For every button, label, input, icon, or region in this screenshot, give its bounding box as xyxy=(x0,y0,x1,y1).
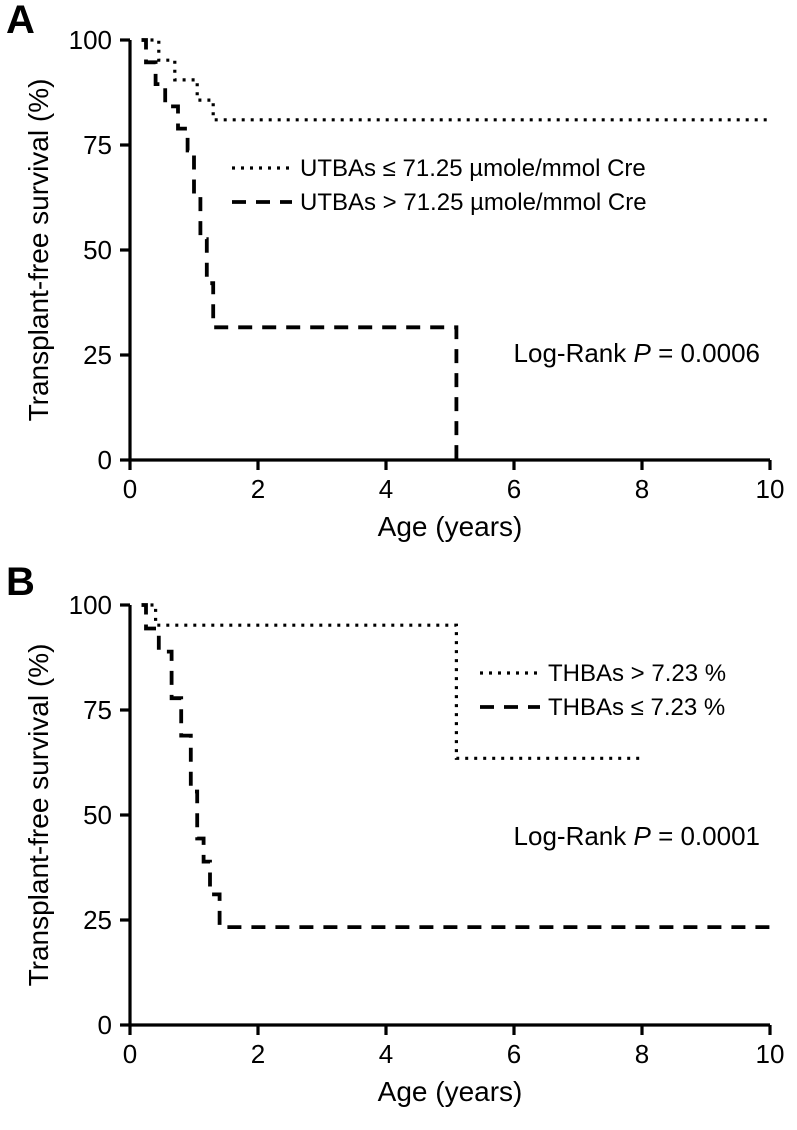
legend-a-1: UTBAs > 71.25 µmole/mmol Cre xyxy=(300,189,647,216)
xtick-8: 8 xyxy=(635,474,649,504)
ytick-25: 25 xyxy=(83,905,112,935)
xtick-6: 6 xyxy=(507,474,521,504)
ytick-25: 25 xyxy=(83,340,112,370)
panel-a: 0 25 50 75 100 0 2 4 xyxy=(0,0,797,560)
panel-a-svg: 0 25 50 75 100 0 2 4 xyxy=(0,0,797,560)
panel-a-y-ticks: 0 25 50 75 100 xyxy=(69,25,130,475)
panel-b: 0 25 50 75 100 0 2 4 xyxy=(0,565,797,1125)
xtick-10: 10 xyxy=(756,474,785,504)
xtick-2: 2 xyxy=(251,474,265,504)
panel-b-y-ticks: 0 25 50 75 100 xyxy=(69,590,130,1040)
xtick-0: 0 xyxy=(123,1039,137,1069)
ytick-0: 0 xyxy=(98,1010,112,1040)
xtick-4: 4 xyxy=(379,1039,393,1069)
xtick-0: 0 xyxy=(123,474,137,504)
legend-b-0: THBAs > 7.23 % xyxy=(548,660,726,687)
panel-a-ylabel: Transplant-free survival (%) xyxy=(23,79,54,422)
panel-b-series-thba-low xyxy=(142,605,771,927)
ytick-75: 75 xyxy=(83,695,112,725)
panel-b-xlabel: Age (years) xyxy=(378,1076,523,1107)
legend-b-1: THBAs ≤ 7.23 % xyxy=(548,694,725,721)
xtick-10: 10 xyxy=(756,1039,785,1069)
panel-a-series-utbas-low xyxy=(142,40,771,120)
xtick-8: 8 xyxy=(635,1039,649,1069)
figure-page: A 0 25 50 75 100 xyxy=(0,0,797,1128)
xtick-2: 2 xyxy=(251,1039,265,1069)
panel-a-plot-area: 0 25 50 75 100 0 2 4 xyxy=(23,25,784,542)
ytick-100: 100 xyxy=(69,25,112,55)
panel-a-annotation: Log-Rank P = 0.0006 xyxy=(514,338,760,368)
legend-a-0: UTBAs ≤ 71.25 µmole/mmol Cre xyxy=(300,155,646,182)
panel-b-ylabel: Transplant-free survival (%) xyxy=(23,644,54,987)
ytick-0: 0 xyxy=(98,445,112,475)
panel-a-x-ticks: 0 2 4 6 8 10 xyxy=(123,460,785,504)
panel-a-xlabel: Age (years) xyxy=(378,511,523,542)
panel-b-svg: 0 25 50 75 100 0 2 4 xyxy=(0,565,797,1125)
ytick-50: 50 xyxy=(83,800,112,830)
panel-b-plot-area: 0 25 50 75 100 0 2 4 xyxy=(23,590,784,1107)
ytick-100: 100 xyxy=(69,590,112,620)
panel-b-x-ticks: 0 2 4 6 8 10 xyxy=(123,1025,785,1069)
xtick-4: 4 xyxy=(379,474,393,504)
panel-b-annotation: Log-Rank P = 0.0001 xyxy=(514,821,760,851)
xtick-6: 6 xyxy=(507,1039,521,1069)
ytick-75: 75 xyxy=(83,130,112,160)
panel-a-series-utbas-high xyxy=(142,40,457,460)
ytick-50: 50 xyxy=(83,235,112,265)
panel-b-legend: THBAs > 7.23 % THBAs ≤ 7.23 % xyxy=(480,660,726,721)
panel-a-legend: UTBAs ≤ 71.25 µmole/mmol Cre UTBAs > 71.… xyxy=(232,155,647,216)
